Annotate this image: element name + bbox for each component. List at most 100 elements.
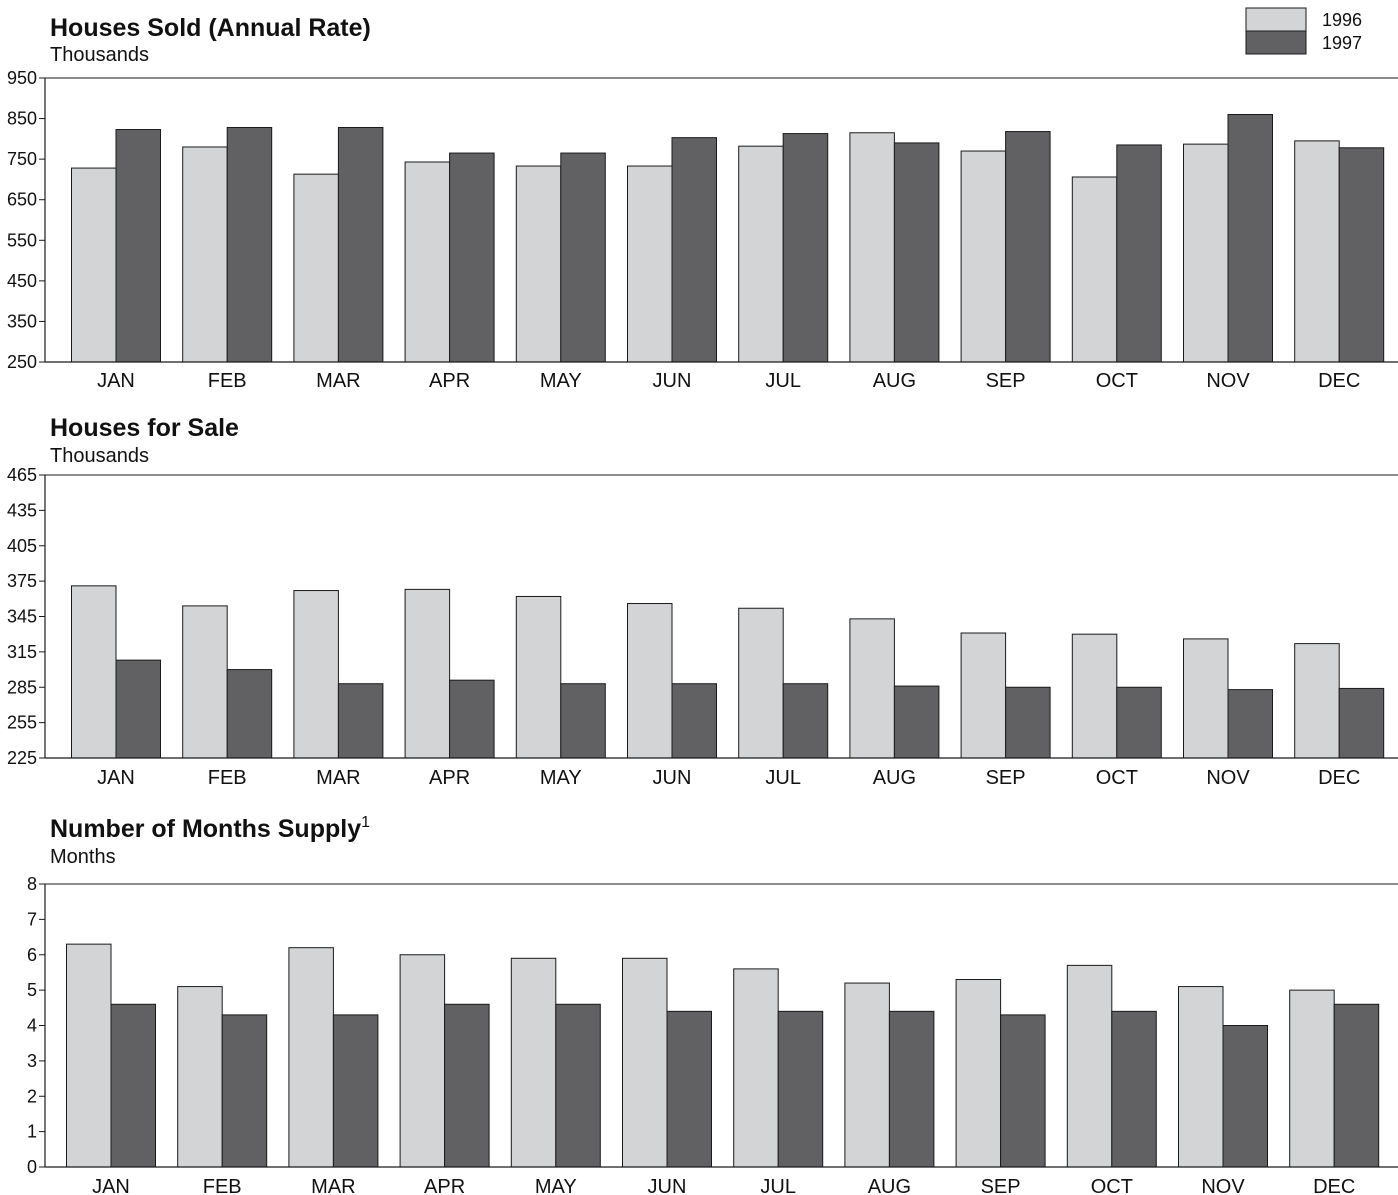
bar-1996-jan <box>67 944 112 1167</box>
chart-panel-houses-for-sale: Houses for Sale Thousands 225 255 285 315 34… <box>7 414 1398 789</box>
bar-1996-jul <box>739 608 784 758</box>
y-tick-label: 7 <box>27 909 37 929</box>
bar-1996-nov <box>1179 987 1224 1167</box>
bar-1996-aug <box>845 983 890 1167</box>
x-tick-label: MAY <box>540 767 582 789</box>
x-tick-label: OCT <box>1091 1176 1133 1195</box>
y-tick-label: 350 <box>7 311 37 331</box>
y-axis-unit-label: Thousands <box>50 445 149 467</box>
bar-1996-sep <box>961 151 1006 362</box>
y-tick-label: 8 <box>27 874 37 894</box>
bar-1997-mar <box>333 1015 378 1167</box>
y-tick-label: 405 <box>7 536 37 556</box>
bar-1996-may <box>516 596 561 758</box>
chart-title: Number of Months Supply1 <box>50 814 370 843</box>
x-tick-label: FEB <box>208 370 247 392</box>
bar-1996-feb <box>183 606 228 758</box>
bar-1997-feb <box>222 1015 267 1167</box>
bar-1996-jun <box>628 166 673 362</box>
chart-title: Houses Sold (Annual Rate) <box>50 14 371 42</box>
y-tick-label: 435 <box>7 500 37 520</box>
chart-panel-months-supply: Number of Months Supply1 Months 01234567… <box>27 814 1398 1195</box>
bar-1997-apr <box>445 1004 490 1167</box>
y-tick-label: 4 <box>27 1016 37 1036</box>
x-tick-label: OCT <box>1096 767 1138 789</box>
x-tick-label: APR <box>429 767 470 789</box>
x-tick-label: JUN <box>648 1176 687 1195</box>
bar-1996-dec <box>1290 990 1335 1167</box>
bar-1997-oct <box>1112 1011 1157 1167</box>
bar-1996-apr <box>405 589 450 758</box>
legend-label-1996: 1996 <box>1322 10 1362 30</box>
bar-1996-feb <box>183 147 228 362</box>
bar-1996-apr <box>405 162 450 362</box>
bar-1997-jan <box>116 130 161 362</box>
bar-1997-mar <box>338 127 383 362</box>
x-tick-label: JAN <box>92 1176 130 1195</box>
bar-1996-nov <box>1184 144 1229 362</box>
x-tick-label: JUL <box>765 370 801 392</box>
x-tick-label: AUG <box>873 767 916 789</box>
bar-1996-sep <box>956 980 1001 1167</box>
bar-1996-aug <box>850 133 895 362</box>
bar-1996-oct <box>1072 177 1117 362</box>
y-tick-label: 345 <box>7 607 37 627</box>
bar-1997-jun <box>672 684 717 758</box>
bar-1997-jul <box>778 1011 823 1167</box>
y-axis-unit-label: Months <box>50 846 116 868</box>
y-axis-unit-label: Thousands <box>50 44 149 66</box>
legend-swatch-1997 <box>1246 31 1306 54</box>
x-tick-label: FEB <box>208 767 247 789</box>
bar-1997-nov <box>1223 1026 1268 1168</box>
y-tick-label: 450 <box>7 271 37 291</box>
bar-1996-mar <box>289 948 334 1167</box>
bar-1996-jun <box>623 958 668 1167</box>
bar-1997-jun <box>667 1011 712 1167</box>
bar-1997-feb <box>227 670 272 758</box>
bar-1997-may <box>561 684 606 758</box>
bar-1996-may <box>516 166 561 362</box>
x-tick-label: NOV <box>1206 370 1250 392</box>
x-tick-label: NOV <box>1206 767 1250 789</box>
bar-1997-sep <box>1001 1015 1046 1167</box>
y-tick-label: 850 <box>7 109 37 129</box>
x-tick-label: DEC <box>1318 767 1360 789</box>
x-tick-label: JAN <box>97 767 135 789</box>
y-tick-label: 6 <box>27 945 37 965</box>
x-tick-label: MAY <box>540 370 582 392</box>
y-tick-label: 465 <box>7 465 37 485</box>
bar-1997-aug <box>889 1011 934 1167</box>
x-tick-label: JUN <box>653 767 692 789</box>
bar-1997-dec <box>1339 688 1384 758</box>
x-tick-label: JAN <box>97 370 135 392</box>
bar-1996-dec <box>1295 141 1340 362</box>
bar-1997-may <box>561 153 606 362</box>
x-tick-label: MAR <box>316 767 360 789</box>
y-tick-label: 315 <box>7 642 37 662</box>
y-tick-label: 255 <box>7 713 37 733</box>
y-tick-label: 3 <box>27 1051 37 1071</box>
x-tick-label: SEP <box>986 370 1026 392</box>
x-tick-label: AUG <box>868 1176 911 1195</box>
bar-1996-feb <box>178 987 223 1167</box>
bar-1997-apr <box>450 153 495 362</box>
x-tick-label: JUL <box>765 767 801 789</box>
chart-panel-houses-sold: Houses Sold (Annual Rate) Thousands 250 3… <box>7 14 1398 392</box>
bar-1997-feb <box>227 127 272 362</box>
bar-1996-jul <box>739 146 784 362</box>
bar-1996-jun <box>628 604 673 758</box>
bar-1996-nov <box>1184 639 1229 758</box>
bar-1997-jul <box>783 134 828 362</box>
x-tick-label: JUL <box>760 1176 796 1195</box>
x-tick-label: MAY <box>535 1176 577 1195</box>
bar-1996-apr <box>400 955 445 1167</box>
x-tick-label: NOV <box>1201 1176 1245 1195</box>
bar-1997-sep <box>1006 687 1051 758</box>
bar-1997-nov <box>1228 690 1273 758</box>
bar-1996-jul <box>734 969 779 1167</box>
bar-1996-may <box>511 958 556 1167</box>
y-tick-label: 375 <box>7 571 37 591</box>
bar-1997-apr <box>450 680 495 758</box>
bar-1996-mar <box>294 591 339 758</box>
